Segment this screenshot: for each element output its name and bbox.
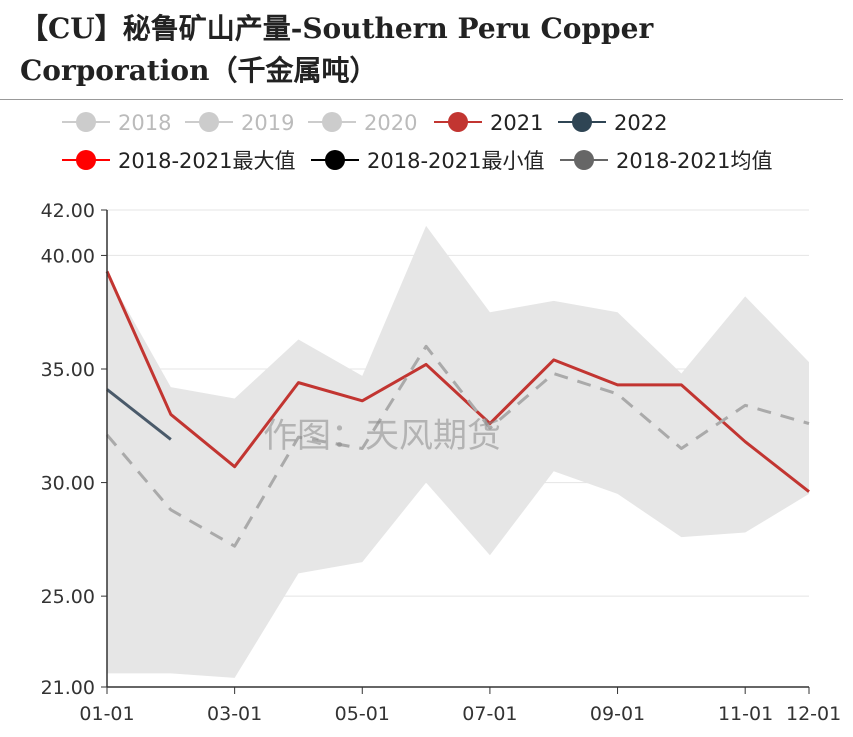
series-line-2021 xyxy=(105,270,810,493)
y-tick-label: 40.00 xyxy=(41,245,95,267)
legend-item: 2018-2021均值 xyxy=(560,149,772,173)
legend-marker-dot xyxy=(448,112,468,132)
x-tick-label: 11-01 xyxy=(718,703,773,725)
legend-label: 2018-2021最小值 xyxy=(367,149,544,173)
legend-item: 2020 xyxy=(308,111,417,135)
legend-marker-dot xyxy=(76,112,96,132)
x-tick-label: 05-01 xyxy=(335,703,390,725)
legend-marker-dot xyxy=(199,112,219,132)
legend-item: 2018-2021最大值 xyxy=(62,149,295,173)
legend-item: 2018 xyxy=(62,111,171,135)
series-line-2018-2021均值 xyxy=(105,344,810,548)
series-lines xyxy=(105,270,810,548)
title-divider xyxy=(0,99,843,100)
legend-label: 2020 xyxy=(364,111,417,135)
legend-item: 2021 xyxy=(434,111,543,135)
legend-marker-dot xyxy=(76,150,96,170)
legend-marker-dot xyxy=(572,112,592,132)
y-tick-label: 30.00 xyxy=(41,473,95,495)
chart-title: 【CU】秘鲁矿山产量-Southern Peru Copper Corporat… xyxy=(20,12,654,87)
legend-item: 2022 xyxy=(558,111,667,135)
x-tick-label: 12-01 xyxy=(786,703,841,725)
legend-label: 2018-2021均值 xyxy=(616,149,772,173)
legend: 2018 2019 2020 2021 2022 2018-2021最大值 2018-202… xyxy=(62,111,772,173)
legend-label: 2018-2021最大值 xyxy=(118,149,295,173)
series-line-2022 xyxy=(106,388,172,441)
range-band-area xyxy=(107,225,809,678)
legend-item: 2019 xyxy=(185,111,294,135)
x-tick-label: 07-01 xyxy=(462,703,517,725)
x-tick-label: 03-01 xyxy=(207,703,262,725)
legend-marker-dot xyxy=(322,112,342,132)
legend-item: 2018-2021最小值 xyxy=(311,149,544,173)
axes: 21.00 25.00 30.00 35.00 40.00 42.00 01-01 03-01… xyxy=(41,200,842,725)
legend-label: 2021 xyxy=(490,111,543,135)
watermark-text: 作图：天风期货 xyxy=(263,416,501,456)
x-tick-label: 01-01 xyxy=(79,703,134,725)
y-tick-label: 35.00 xyxy=(41,359,95,381)
legend-marker-dot xyxy=(325,150,345,170)
range-band xyxy=(107,225,809,678)
legend-marker-dot xyxy=(574,150,594,170)
x-tick-label: 09-01 xyxy=(590,703,645,725)
legend-label: 2019 xyxy=(241,111,294,135)
y-tick-label: 42.00 xyxy=(41,200,95,222)
legend-label: 2022 xyxy=(614,111,667,135)
y-tick-label: 25.00 xyxy=(41,586,95,608)
y-tick-label: 21.00 xyxy=(41,677,95,699)
legend-label: 2018 xyxy=(118,111,171,135)
